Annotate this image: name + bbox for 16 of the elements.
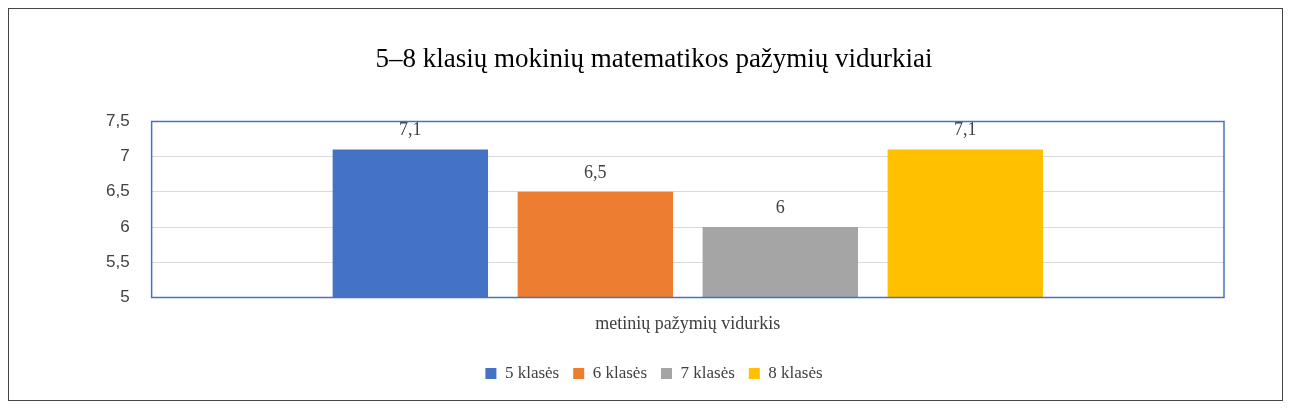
y-tick-label: 6 (120, 216, 130, 236)
y-tick-label: 5,5 (105, 251, 130, 271)
chart-title: 5–8 klasių mokinių matematikos pažymių vidurkiai (375, 43, 933, 74)
legend-label: 7 klasės (680, 362, 735, 382)
data-label: 6 (775, 196, 785, 217)
data-label: 6,5 (584, 161, 607, 182)
legend-label: 6 klasės (592, 362, 647, 382)
data-label: 7,1 (954, 119, 977, 140)
legend-label: 5 klasės (504, 362, 560, 382)
legend-label: 8 klasės (768, 362, 823, 382)
y-tick-label: 7 (120, 146, 130, 166)
x-tick-label: metinių pažymių vidurkis (595, 312, 781, 333)
data-label: 7,1 (399, 119, 422, 140)
y-tick-label: 6,5 (105, 181, 130, 201)
y-tick-label: 5 (120, 287, 130, 307)
y-tick-label: 7,5 (105, 111, 130, 131)
